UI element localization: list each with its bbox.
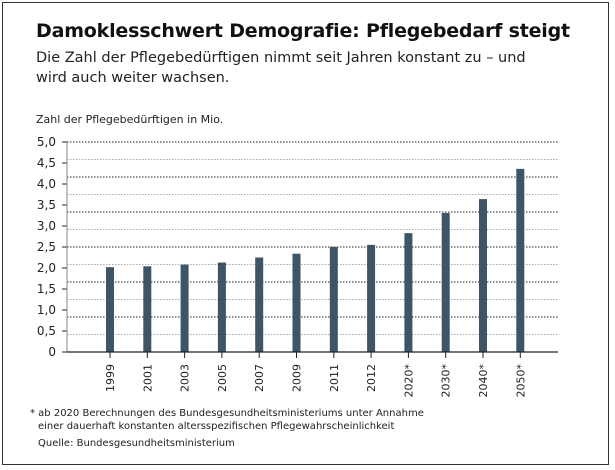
- x-tick-label: 2030*: [440, 364, 453, 398]
- chart-title: Damoklesschwert Demografie: Pflegebedarf…: [36, 20, 570, 42]
- x-tick-label: 2040*: [477, 364, 490, 398]
- x-axis-ticks: 1999 2001 2003 2005 2007 2009 2011 2012 2020* 203…: [104, 352, 527, 398]
- bar: [479, 199, 487, 352]
- bar: [367, 244, 376, 352]
- y-tick-label: 1,0: [37, 303, 56, 317]
- x-tick-label: 1999: [104, 364, 117, 392]
- bar: [217, 262, 226, 352]
- x-tick-label: 2001: [141, 364, 154, 392]
- y-tick-label: 5,0: [37, 135, 56, 149]
- bar: [516, 168, 525, 352]
- x-tick-label: 2020*: [402, 364, 415, 398]
- axes: [66, 142, 558, 353]
- y-tick-label: 0: [48, 345, 56, 359]
- x-tick-label: 2007: [253, 364, 266, 392]
- footnote-line-1: * ab 2020 Berechnungen des Bundesgesundh…: [30, 408, 424, 419]
- bar: [404, 233, 413, 352]
- bar: [329, 247, 338, 352]
- source-note: Quelle: Bundesgesundheitsministerium: [38, 438, 235, 449]
- y-tick-label: 2,0: [37, 261, 56, 275]
- x-tick-label: 2005: [216, 364, 229, 392]
- bar: [292, 253, 301, 352]
- bar: [180, 264, 189, 352]
- y-tick-label: 3,5: [37, 198, 56, 212]
- y-tick-label: 2,5: [37, 240, 56, 254]
- bar: [143, 266, 152, 352]
- footnote: * ab 2020 Berechnungen des Bundesgesundh…: [30, 407, 424, 433]
- x-tick-label: 2012: [365, 364, 378, 392]
- bar: [106, 267, 114, 352]
- x-tick-label: 2003: [179, 364, 192, 392]
- bar: [441, 212, 450, 352]
- x-tick-label: 2011: [328, 364, 341, 392]
- chart-frame: [2, 2, 609, 465]
- y-tick-label: 4,5: [37, 156, 56, 170]
- bar: [255, 257, 264, 352]
- y-axis-ticks: 0 0,5 1,0 1,5 2,0 2,5 3,0 3,5 4,0 4,5 5,0: [37, 135, 67, 359]
- x-tick-label: 2009: [291, 364, 304, 392]
- y-tick-label: 1,5: [37, 282, 56, 296]
- y-axis-label: Zahl der Pflegebedürftigen in Mio.: [36, 113, 224, 126]
- y-tick-label: 4,0: [37, 177, 56, 191]
- footnote-line-2: einer dauerhaft konstanten altersspezifi…: [38, 421, 395, 432]
- y-tick-label: 0,5: [37, 324, 56, 338]
- bars: [106, 168, 525, 352]
- x-tick-label: 2050*: [514, 364, 527, 398]
- y-tick-label: 3,0: [37, 219, 56, 233]
- chart-subtitle: Die Zahl der Pflegebedürftigen nimmt sei…: [36, 50, 526, 86]
